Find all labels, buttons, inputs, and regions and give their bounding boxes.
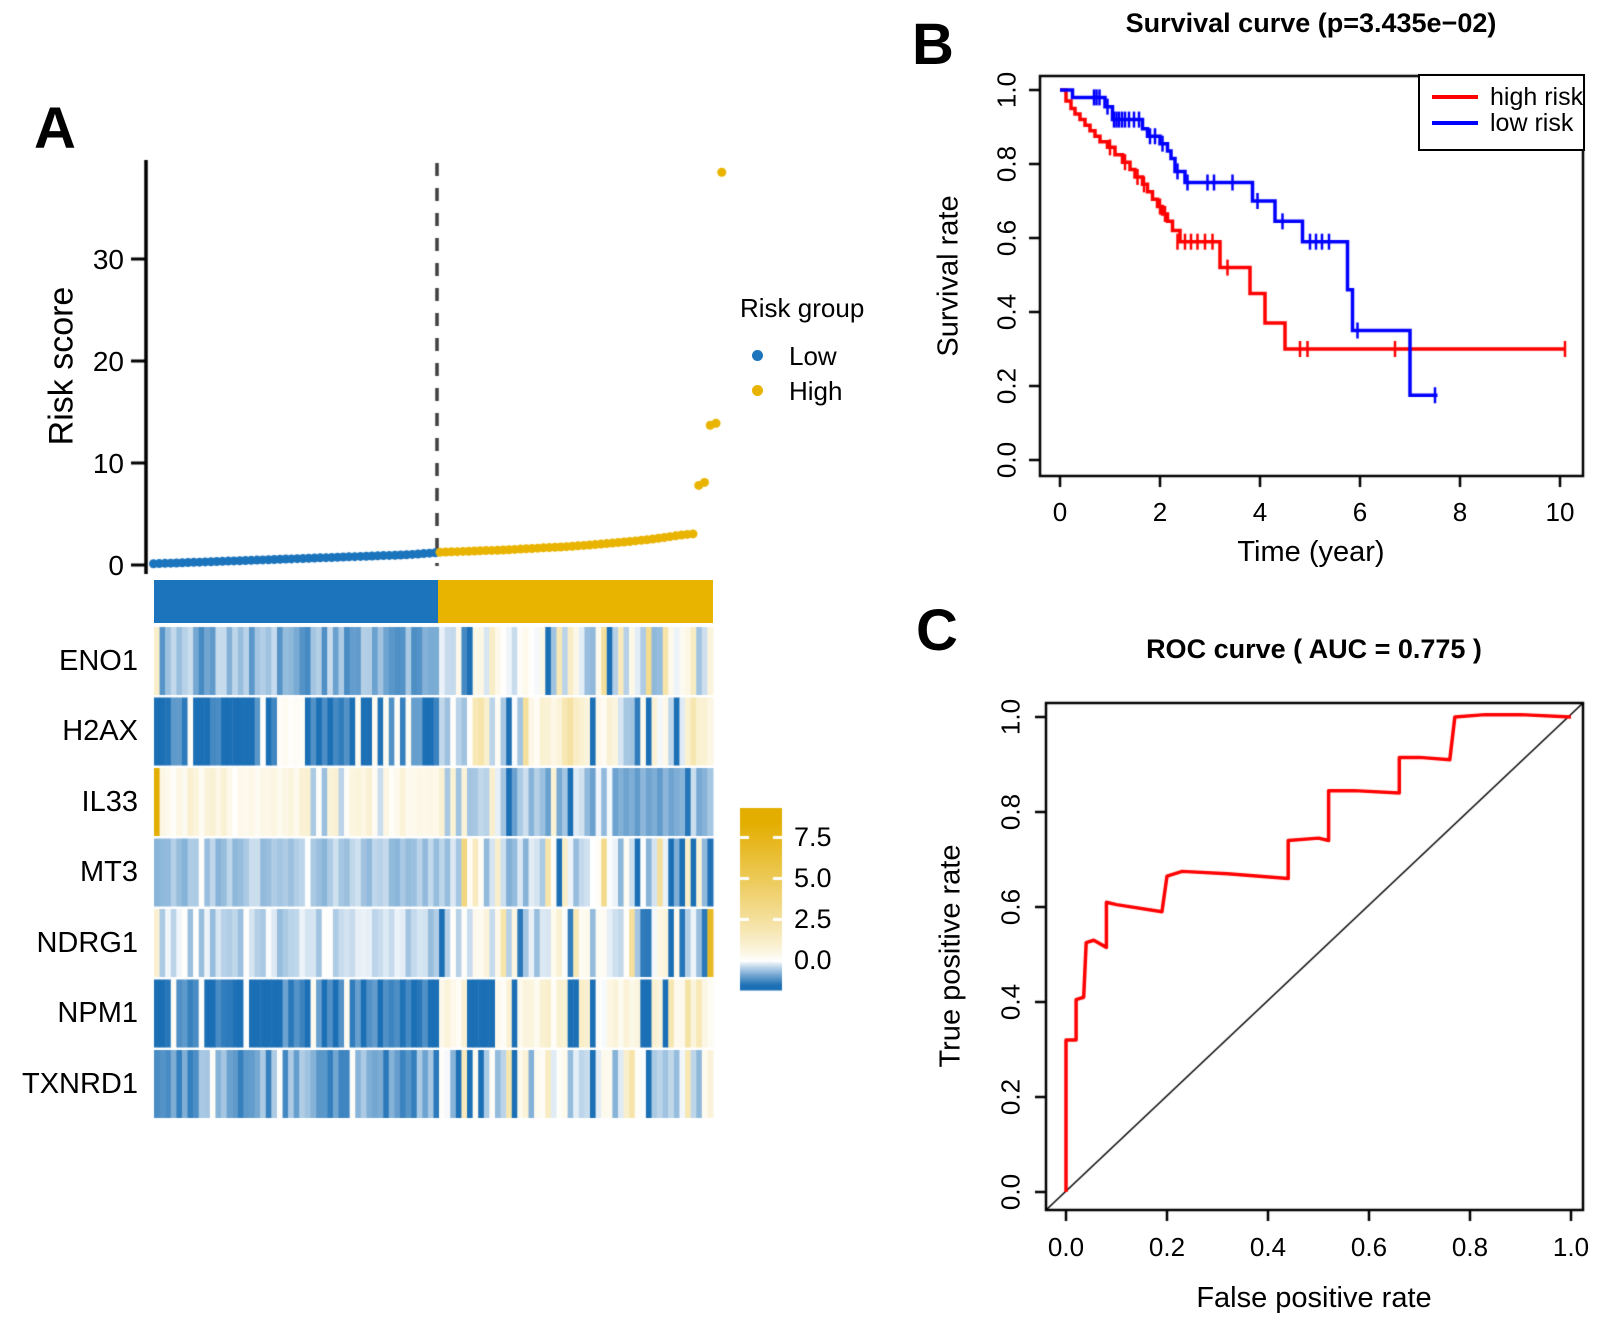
roc-y-tick-label: 0.2 xyxy=(995,1078,1026,1116)
roc-y-tick-label: 1.0 xyxy=(995,698,1026,736)
panel-b-letter: B xyxy=(912,12,954,77)
gene-row-label-h2ax: H2AX xyxy=(62,715,138,747)
survival-xlabel: Time (year) xyxy=(1237,536,1385,568)
survival-y-tick-label: 0.8 xyxy=(991,145,1022,183)
legend-item-low-label: Low xyxy=(789,341,837,371)
legend-line-low-risk-icon xyxy=(1432,121,1478,125)
colorbar-tick-2-5: 2.5 xyxy=(794,904,832,934)
legend-line-high-risk-icon xyxy=(1432,95,1478,99)
gene-row-label-ndrg1: NDRG1 xyxy=(36,927,138,959)
survival-x-tick-label: 8 xyxy=(1452,497,1468,527)
legend-item-high-label: High xyxy=(789,376,843,406)
legend-label-high-risk: high risk xyxy=(1490,83,1584,111)
roc-x-tick-label: 1.0 xyxy=(1552,1232,1590,1262)
roc-x-tick-label: 0.2 xyxy=(1148,1232,1186,1262)
roc-y-tick-label: 0.4 xyxy=(995,983,1026,1021)
risk-score-tick-label: 10 xyxy=(92,448,124,479)
legend-label-low-risk: low risk xyxy=(1490,109,1574,137)
roc-x-tick-label: 0.6 xyxy=(1350,1232,1388,1262)
roc-xlabel: False positive rate xyxy=(1196,1282,1432,1314)
survival-title: Survival curve (p=3.435e−02) xyxy=(1125,8,1497,38)
colorbar-tick-0-0: 0.0 xyxy=(794,945,832,975)
risk-score-tick-label: 30 xyxy=(92,244,124,275)
roc-x-tick-label: 0.8 xyxy=(1451,1232,1489,1262)
roc-y-tick-label: 0.8 xyxy=(995,793,1026,831)
survival-ylabel: Survival rate xyxy=(932,195,965,357)
gene-row-label-eno1: ENO1 xyxy=(59,645,138,677)
survival-y-tick-label: 0.0 xyxy=(991,441,1022,479)
roc-y-tick-label: 0.0 xyxy=(995,1173,1026,1211)
colorbar-tick-5-0: 5.0 xyxy=(794,863,832,893)
survival-y-tick-label: 0.6 xyxy=(991,219,1022,257)
survival-x-tick-label: 10 xyxy=(1545,497,1575,527)
risk-score-tick-label: 20 xyxy=(92,346,124,377)
gene-row-label-npm1: NPM1 xyxy=(57,997,138,1029)
roc-x-tick-label: 0.4 xyxy=(1249,1232,1287,1262)
roc-x-tick-label: 0.0 xyxy=(1047,1232,1085,1262)
risk-group-bar-high xyxy=(438,580,713,623)
risk-score-tick-label: 0 xyxy=(108,550,124,581)
colorbar-tick-7-5: 7.5 xyxy=(794,822,832,852)
survival-x-tick-label: 6 xyxy=(1352,497,1368,527)
gene-row-label-txnrd1: TXNRD1 xyxy=(21,1068,138,1100)
survival-x-tick-label: 0 xyxy=(1052,497,1068,527)
survival-legend-box xyxy=(1418,74,1585,151)
survival-x-tick-label: 2 xyxy=(1152,497,1168,527)
legend-dot-high-icon xyxy=(752,385,763,396)
roc-title: ROC curve ( AUC = 0.775 ) xyxy=(1146,634,1482,664)
legend-dot-low-icon xyxy=(752,350,763,361)
panel-c-letter: C xyxy=(916,598,958,663)
survival-y-tick-label: 0.2 xyxy=(991,367,1022,405)
risk-group-bar-low xyxy=(154,580,438,623)
roc-y-tick-label: 0.6 xyxy=(995,888,1026,926)
panel-a-letter: A xyxy=(34,96,76,161)
survival-x-tick-label: 4 xyxy=(1252,497,1268,527)
survival-y-tick-label: 0.4 xyxy=(991,293,1022,331)
risk-group-legend-title: Risk group xyxy=(740,293,865,323)
survival-y-tick-label: 1.0 xyxy=(991,71,1022,109)
gene-row-label-il33: IL33 xyxy=(81,786,138,818)
roc-ylabel: True positive rate xyxy=(934,844,967,1068)
gene-row-label-mt3: MT3 xyxy=(80,856,138,888)
